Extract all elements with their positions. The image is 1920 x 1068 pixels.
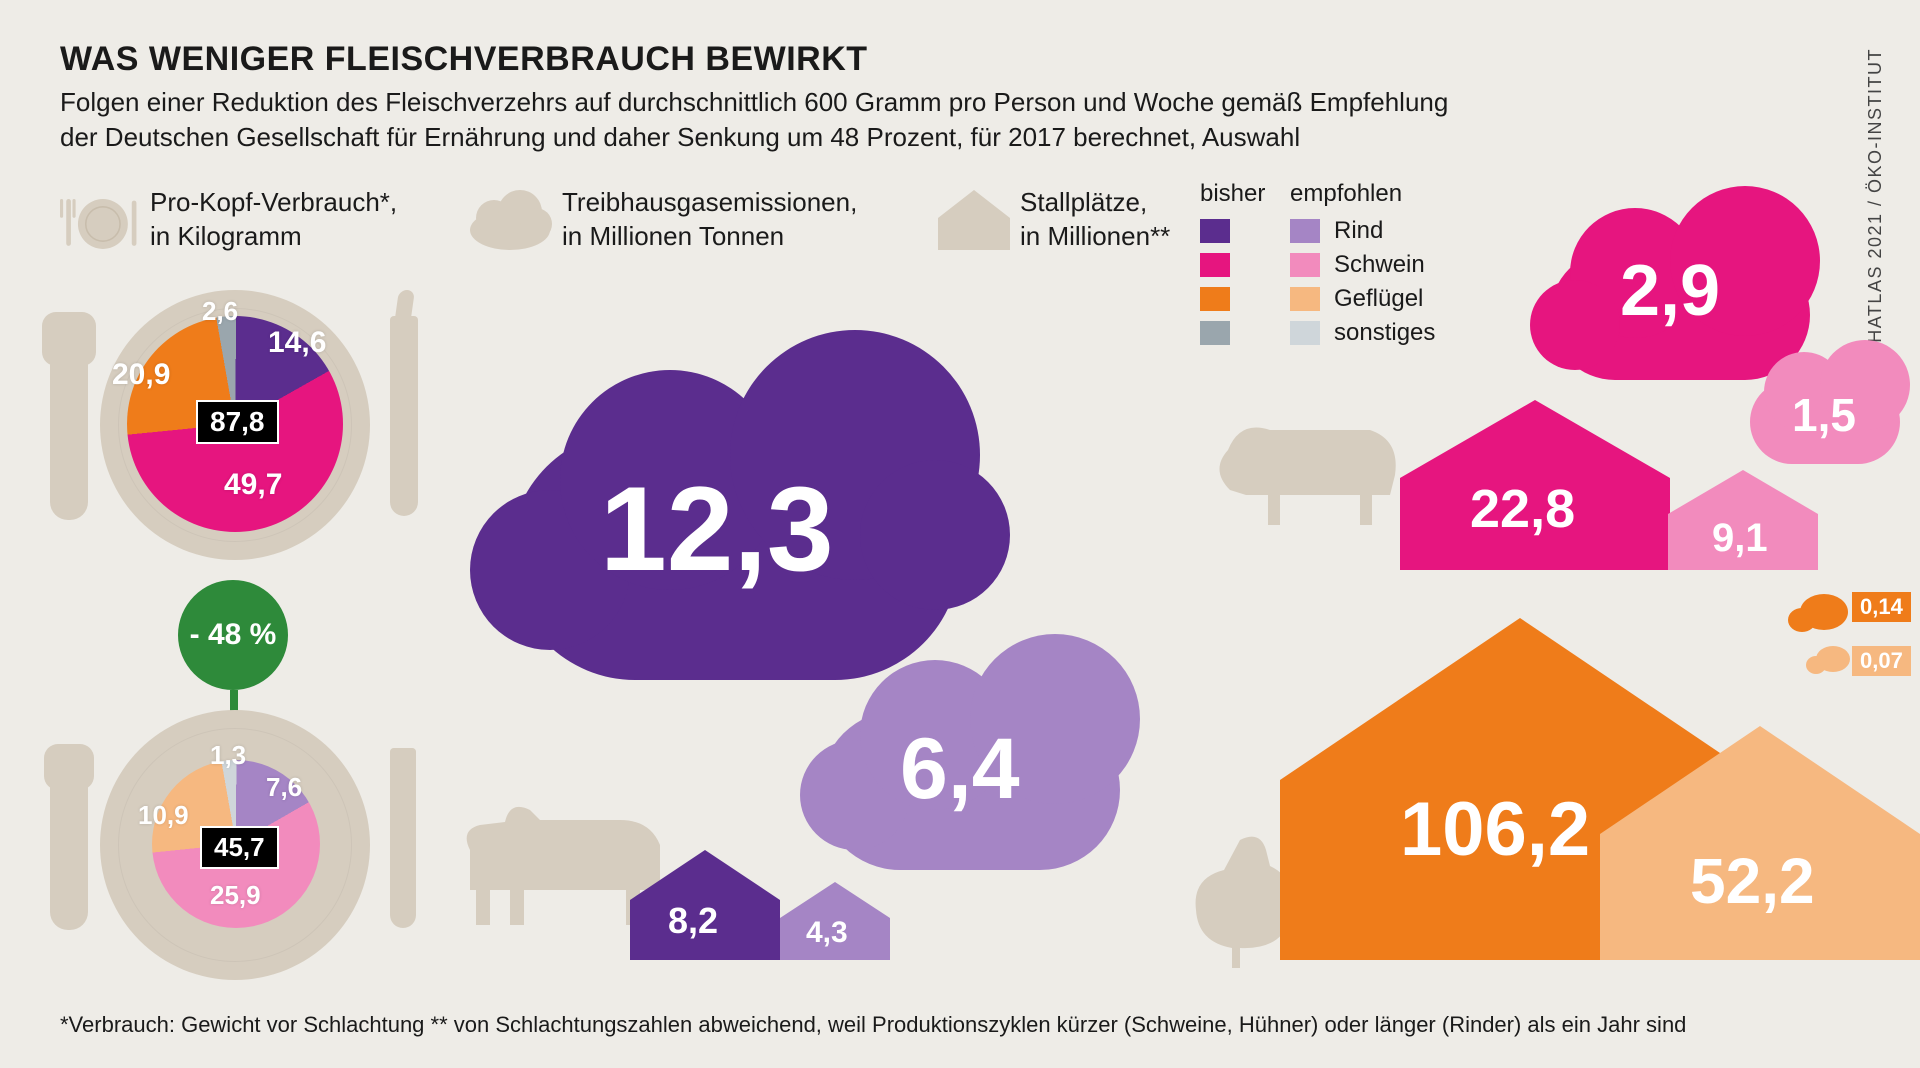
emissions-value-bisher: 12,3	[600, 460, 834, 598]
page-title: WAS WENIGER FLEISCHVERBRAUCH BEWIRKT	[60, 40, 868, 79]
pig-cloud-empfohlen: 1,5	[1740, 340, 1910, 470]
pie-bisher-total: 87,8	[196, 400, 279, 444]
chicken-cloud-bisher-value: 0,14	[1852, 592, 1911, 622]
pig-barn-empfohlen: 9,1	[1668, 470, 1818, 570]
emissions-cloud-empfohlen: 6,4	[800, 620, 1140, 880]
reduction-label: - 48 %	[190, 618, 277, 652]
legend-gefluegel: Geflügel	[1334, 285, 1423, 313]
chicken-cloud-empfohlen-value: 0,07	[1852, 646, 1911, 676]
pig-barn-bisher-value: 22,8	[1470, 478, 1575, 540]
pig-barn-empfohlen-value: 9,1	[1712, 516, 1768, 561]
chicken-barn-empfohlen-value: 52,2	[1690, 844, 1815, 918]
page-subtitle: Folgen einer Reduktion des Fleischverzeh…	[60, 85, 1448, 155]
pig-silhouette-icon	[1210, 400, 1400, 530]
legend-schwein: Schwein	[1334, 251, 1425, 279]
barn-icon	[938, 190, 1010, 250]
cow-barn-empfohlen: 4,3	[780, 882, 890, 960]
legend-sonstiges: sonstiges	[1334, 319, 1435, 347]
legend-head-bisher: bisher	[1200, 180, 1265, 208]
chicken-barn-empfohlen: 52,2	[1600, 726, 1920, 960]
cow-barn-empfohlen-value: 4,3	[806, 916, 848, 950]
pig-cloud-bisher-value: 2,9	[1620, 250, 1720, 332]
pie-empfohlen-rind: 7,6	[266, 772, 302, 803]
pie-bisher-schwein: 49,7	[224, 468, 282, 502]
reduction-badge: - 48 %	[178, 580, 288, 690]
footnote: *Verbrauch: Gewicht vor Schlachtung ** v…	[60, 1012, 1686, 1038]
section1-label: Pro-Kopf-Verbrauch*, in Kilogramm	[150, 186, 397, 254]
pig-cloud-empfohlen-value: 1,5	[1792, 388, 1856, 442]
pie-bisher-gefluegel: 20,9	[112, 358, 170, 392]
legend-empfohlen-col: empfohlen Rind Schwein Geflügel sonstige…	[1290, 180, 1435, 350]
pie-empfohlen-total: 45,7	[200, 826, 279, 869]
pie-bisher-sonstiges: 2,6	[202, 296, 238, 327]
cloud-icon	[468, 190, 552, 250]
section2-label: Treibhausgasemissionen, in Millionen Ton…	[562, 186, 857, 254]
legend-head-empfohlen: empfohlen	[1290, 180, 1382, 208]
plate-icon	[60, 185, 138, 263]
cow-barn-bisher-value: 8,2	[668, 900, 718, 942]
pie-empfohlen-schwein: 25,9	[210, 880, 261, 911]
emissions-value-empfohlen: 6,4	[900, 720, 1020, 819]
pie-empfohlen-gefluegel: 10,9	[138, 800, 189, 831]
section3-label: Stallplätze, in Millionen**	[1020, 186, 1170, 254]
cow-barn-bisher: 8,2	[630, 850, 780, 960]
chicken-barn-bisher-value: 106,2	[1400, 786, 1590, 873]
legend-rind: Rind	[1334, 217, 1383, 245]
pie-bisher-rind: 14,6	[268, 326, 326, 360]
legend: bisher	[1200, 180, 1271, 350]
pie-empfohlen-sonstiges: 1,3	[210, 740, 246, 771]
pig-barn-bisher: 22,8	[1400, 400, 1670, 570]
